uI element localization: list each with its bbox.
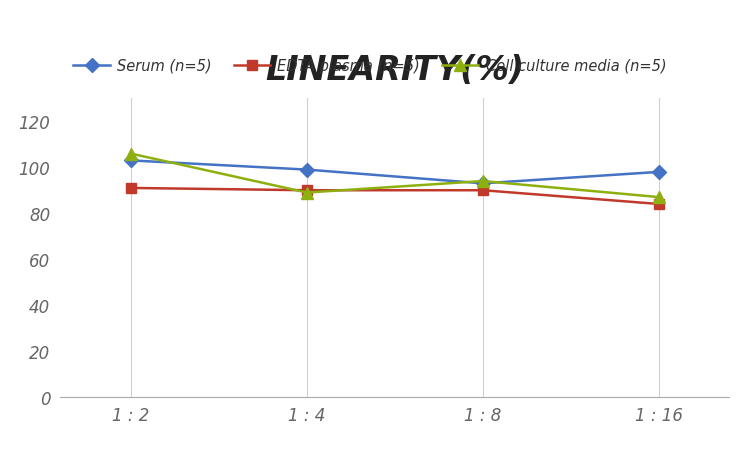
- Serum (n=5): [478, 181, 487, 187]
- Serum (n=5): [126, 158, 135, 164]
- Legend: Serum (n=5), EDTA plasma (n=5), Cell culture media (n=5): Serum (n=5), EDTA plasma (n=5), Cell cul…: [68, 53, 672, 79]
- Line: EDTA plasma (n=5): EDTA plasma (n=5): [126, 184, 664, 209]
- Cell culture media (n=5): [126, 152, 135, 157]
- Title: LINEARITY(%): LINEARITY(%): [265, 54, 524, 87]
- Serum (n=5): [654, 170, 663, 175]
- Line: Cell culture media (n=5): Cell culture media (n=5): [125, 149, 665, 203]
- Cell culture media (n=5): [478, 179, 487, 184]
- Cell culture media (n=5): [654, 195, 663, 200]
- EDTA plasma (n=5): [302, 188, 311, 193]
- EDTA plasma (n=5): [126, 186, 135, 191]
- EDTA plasma (n=5): [654, 202, 663, 207]
- Serum (n=5): [302, 167, 311, 173]
- Line: Serum (n=5): Serum (n=5): [126, 156, 664, 189]
- Cell culture media (n=5): [302, 190, 311, 196]
- EDTA plasma (n=5): [478, 188, 487, 193]
